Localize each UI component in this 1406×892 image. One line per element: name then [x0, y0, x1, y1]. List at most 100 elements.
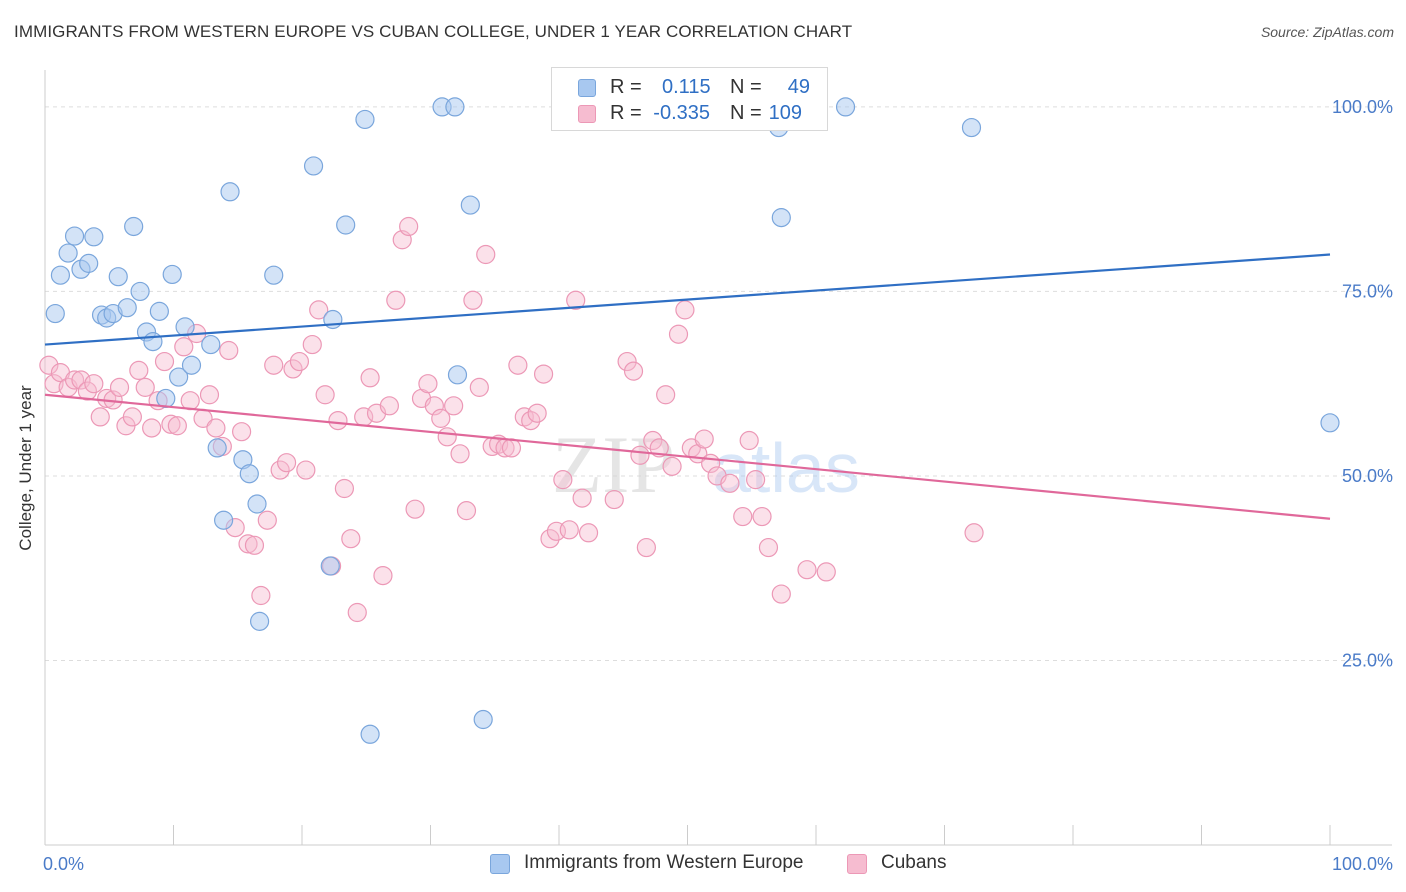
western-europe-point [162, 264, 182, 285]
cubans-point [276, 453, 297, 473]
western-europe-point [360, 724, 380, 744]
tick-labels: 100.0% 75.0% 50.0% 25.0% 0.0% 100.0% [43, 97, 1393, 874]
cubans-point [649, 438, 669, 458]
trend-lines [44, 253, 1331, 520]
western-europe-point [835, 97, 856, 117]
western-europe-point [264, 265, 284, 285]
cubans-point [161, 414, 181, 434]
western-europe-point [214, 510, 234, 530]
cubans-point [199, 385, 220, 405]
cubans-point [257, 510, 277, 530]
cubans-point [122, 407, 142, 427]
western-europe-point [1320, 413, 1340, 433]
y-tick-label: 50.0% [1342, 466, 1393, 486]
western-europe-point [445, 97, 465, 117]
legend-r-label: R = [610, 102, 642, 124]
legend-row-western-europe: R = 0.115 N = 49 [552, 76, 827, 100]
cubans-point [450, 444, 470, 464]
y-axis-label: College, Under 1 year [16, 385, 35, 551]
cubans-point [135, 377, 155, 397]
legend-n-label: N = [730, 76, 762, 98]
watermark-atlas: atlas [712, 429, 860, 507]
western-europe-point [181, 355, 202, 375]
cubans-point [424, 396, 444, 416]
western-europe-point [220, 182, 240, 202]
cubans-point [733, 506, 753, 527]
legend-swatch-blue [578, 79, 596, 97]
cubans-point [270, 460, 290, 480]
y-tick-label: 25.0% [1342, 650, 1393, 670]
cubans-point [64, 370, 85, 390]
cubans-point [77, 381, 98, 401]
cubans-point [206, 418, 226, 438]
western-europe-point [58, 243, 78, 263]
western-europe-point [355, 109, 375, 130]
cubans-point [84, 374, 104, 394]
cubans-point [771, 584, 791, 604]
cubans-point [797, 560, 817, 580]
cubans-point [463, 290, 483, 310]
western-europe-point [336, 215, 356, 235]
cubans-point [572, 488, 592, 508]
cubans-point [418, 374, 438, 394]
cubans-point [174, 337, 194, 357]
western-europe-points [45, 97, 1340, 744]
chart-title: IMMIGRANTS FROM WESTERN EUROPE VS CUBAN … [14, 22, 853, 41]
western-europe-point [64, 226, 85, 246]
cubans-point [180, 391, 200, 411]
cubans-point [360, 368, 380, 388]
cubans-point [71, 370, 91, 390]
cubans-point [399, 216, 419, 237]
y-tick-label: 75.0% [1342, 281, 1393, 301]
cubans-point [656, 385, 676, 405]
cubans-point [668, 324, 689, 344]
cubans-point [662, 456, 682, 476]
legend-row-cubans: R = -0.335 N = 109 [552, 102, 827, 126]
cubans-point [964, 523, 984, 543]
watermark-zip: ZIP [552, 419, 675, 510]
legend-n-label: N = [730, 102, 762, 124]
cubans-point [437, 427, 457, 447]
western-europe-point [320, 556, 340, 576]
correlation-legend: R = 0.115 N = 49 R = -0.335 N = 109 [551, 67, 828, 131]
watermark: ZIP atlas [552, 419, 860, 510]
cubans-point [302, 334, 322, 355]
cubans-point [109, 377, 130, 397]
cubans-point [643, 430, 663, 451]
cubans-point [154, 351, 175, 372]
western-europe-point [169, 367, 189, 387]
cubans-point [578, 523, 599, 543]
cubans-point [694, 429, 714, 449]
cubans-point [604, 489, 624, 510]
cubans-point [521, 410, 541, 431]
cubans-point [44, 374, 64, 394]
cubans-point [129, 360, 149, 381]
cubans-point [533, 364, 554, 384]
legend-r-value: -0.335 [653, 102, 710, 124]
western-europe-point [201, 334, 221, 355]
western-europe-point [239, 464, 259, 484]
western-europe-point [149, 301, 169, 321]
cubans-points [39, 216, 984, 623]
bottom-legend-swatch-pink [847, 854, 867, 874]
cubans-point [334, 478, 355, 499]
cubans-point [566, 290, 586, 310]
cubans-point [373, 565, 393, 586]
cubans-point [90, 407, 110, 427]
cubans-point [379, 396, 399, 416]
western-europe-point [460, 195, 480, 215]
cubans-point [456, 501, 477, 521]
western-europe-point [84, 227, 104, 247]
cubans-point [309, 300, 329, 320]
cubans-point [675, 300, 695, 320]
cubans-point [758, 537, 779, 558]
cubans-point [238, 534, 258, 554]
cubans-point [341, 529, 361, 549]
legend-r-label: R = [610, 76, 642, 98]
western-europe-point [45, 303, 65, 324]
western-europe-point [247, 494, 267, 514]
bottom-legend-label: Immigrants from Western Europe [524, 852, 804, 873]
cubans-point [347, 602, 367, 623]
western-europe-point [473, 709, 493, 730]
